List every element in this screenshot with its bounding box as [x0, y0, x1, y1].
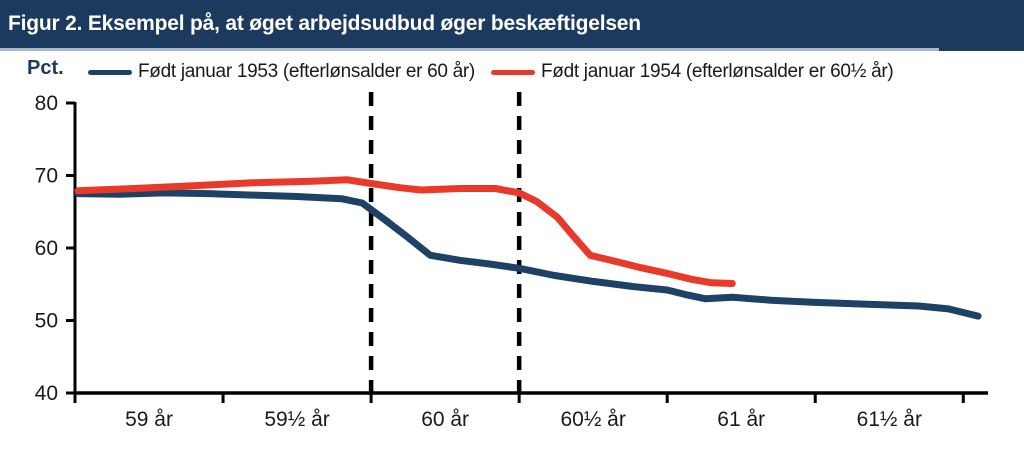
x-tick-label: 59½ år: [264, 408, 329, 431]
x-tick-label: 61½ år: [857, 408, 922, 431]
header-underline: [0, 48, 939, 51]
x-tick-label: 60½ år: [560, 408, 625, 431]
y-tick-label: 40: [35, 382, 58, 405]
legend-line-swatch-1953: [88, 69, 132, 75]
x-ticks: [73, 393, 965, 403]
axes: [66, 101, 988, 395]
series-line-1953: [74, 189, 982, 320]
figure-title-bar: Figur 2. Eksempel på, at øget arbejdsudb…: [0, 0, 1024, 48]
header-underline-right: [939, 48, 1024, 51]
legend-label-1953: Født januar 1953 (efterlønsalder er 60 å…: [138, 61, 475, 82]
legend-label-1954: Født januar 1954 (efterlønsalder er 60½ …: [540, 61, 894, 82]
x-tick-label: 60 år: [421, 408, 469, 431]
chart-area: 40 50 60 70 80 59 år 59½ år 60 år 60½ år 61 år 61…: [0, 90, 1024, 452]
y-axis-unit-label: Pct.: [27, 57, 64, 79]
y-tick-label: 70: [35, 165, 58, 188]
legend-line-swatch-1954: [490, 69, 535, 75]
chart-legend: Født januar 1953 (efterlønsalder er 60 å…: [88, 61, 894, 83]
x-tick-label: 61 år: [717, 408, 765, 431]
y-tick-label: 80: [35, 92, 58, 115]
legend-item-1953: Født januar 1953 (efterlønsalder er 60 å…: [88, 61, 475, 83]
figure-title: Figur 2. Eksempel på, at øget arbejdsudb…: [8, 12, 641, 35]
x-tick-label: 59 år: [125, 408, 173, 431]
legend-item-1954: Født januar 1954 (efterlønsalder er 60½ …: [490, 61, 894, 83]
series-line-1954: [74, 176, 736, 287]
y-tick-labels: 40 50 60 70 80: [35, 92, 58, 405]
x-tick-labels: 59 år 59½ år 60 år 60½ år 61 år 61½ år: [125, 408, 922, 431]
y-tick-label: 50: [35, 310, 58, 333]
reference-lines: [368, 92, 522, 393]
y-tick-label: 60: [35, 237, 58, 260]
chart-svg: 40 50 60 70 80 59 år 59½ år 60 år 60½ år 61 år 61…: [35, 92, 988, 431]
